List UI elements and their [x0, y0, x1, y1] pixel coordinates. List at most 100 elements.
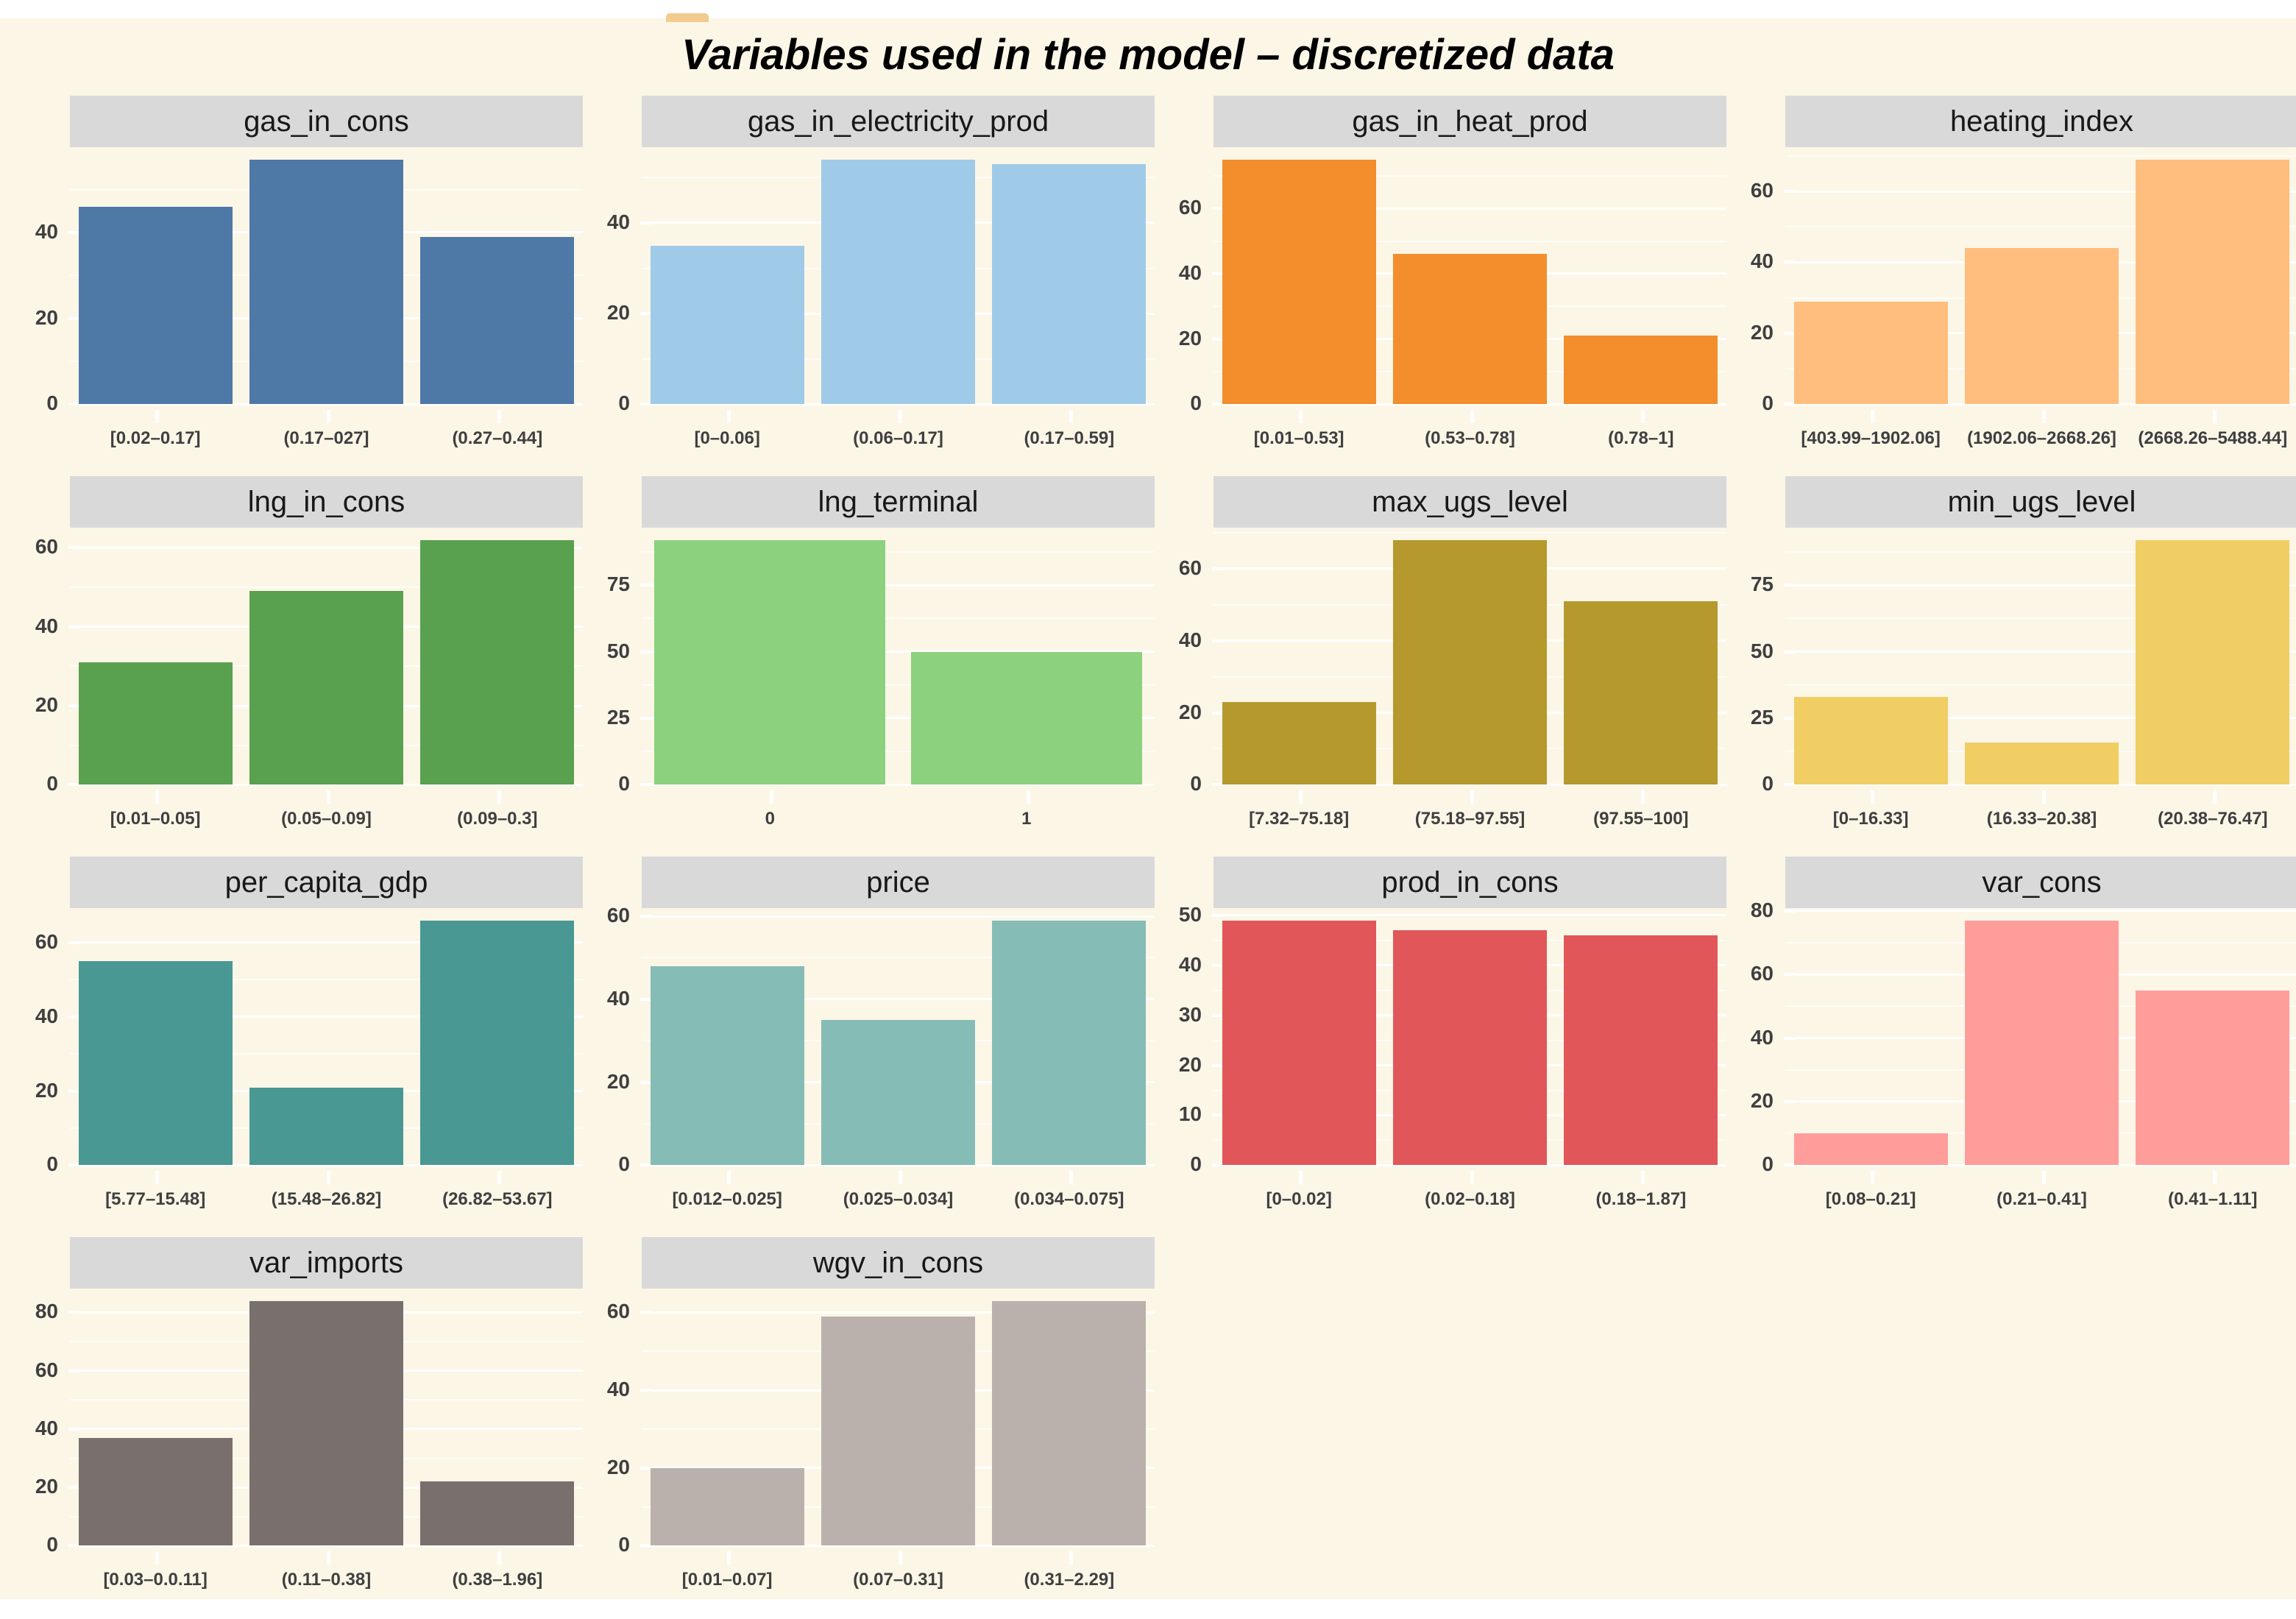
- y-tick-label: 40: [35, 219, 58, 243]
- y-tick-label: 40: [1178, 952, 1202, 976]
- y-tick-mark: [1784, 331, 1796, 335]
- bar-heating_index-2: [2136, 159, 2290, 405]
- y-tick-mark: [68, 1486, 80, 1489]
- minor-gridline: [1213, 531, 1726, 534]
- y-tick-label: 0: [618, 772, 630, 796]
- facet-panel-gas_in_cons: gas_in_cons 0 20 40 [0.02–0.17] (0.17–027] (0.…: [35, 96, 583, 448]
- plot-area: 0 20 40 60 80: [35, 1289, 583, 1565]
- y-tick-label: 40: [35, 1416, 58, 1439]
- y-tick-label: 40: [1178, 628, 1202, 651]
- y-tick-mark: [1212, 207, 1224, 210]
- x-category-label: (16.33–20.38]: [1986, 809, 2097, 829]
- y-tick-mark: [68, 1427, 80, 1431]
- y-tick-label: 40: [606, 986, 630, 1010]
- x-category-label: (0.02–0.18]: [1425, 1189, 1515, 1209]
- x-axis-labels: [0.01–0.07] (0.07–0.31] (0.31–2.29]: [642, 1570, 1155, 1590]
- y-tick-mark: [68, 316, 80, 320]
- y-tick-mark: [68, 230, 80, 234]
- plot-area: 0 20 40 60: [607, 905, 1155, 1184]
- y-tick-mark: [640, 997, 652, 1001]
- bar-price-0: [650, 966, 804, 1166]
- facet-panel-min_ugs_level: min_ugs_level 0 25 50 75 [0–16.33] (16.33–20.3…: [1751, 476, 2296, 829]
- plot-area: 0 20 40 60: [1179, 528, 1726, 804]
- y-tick-mark: [640, 1466, 652, 1470]
- y-tick-mark: [640, 650, 652, 653]
- y-tick-label: 75: [1750, 573, 1774, 596]
- x-tick-mark: [497, 1551, 501, 1565]
- bar-heating_index-1: [1964, 248, 2119, 405]
- y-tick-label: 0: [1762, 392, 1774, 415]
- y-tick-mark: [1784, 650, 1796, 653]
- bar-var_cons-1: [1964, 920, 2119, 1166]
- x-tick-mark: [1871, 790, 1875, 804]
- facet-strip-label: gas_in_heat_prod: [1213, 96, 1726, 147]
- y-tick-mark: [68, 704, 80, 708]
- y-tick-label: 40: [35, 1004, 58, 1027]
- plot-area: 0 20 40: [35, 147, 583, 423]
- y-tick-mark: [640, 915, 652, 918]
- x-tick-mark: [1640, 790, 1645, 804]
- x-category-label: [403.99–1902.06]: [1801, 428, 1941, 448]
- x-category-label: (20.38–76.47]: [2158, 809, 2268, 829]
- y-tick-mark: [1784, 403, 1796, 406]
- x-tick-mark: [2041, 1171, 2046, 1184]
- x-tick-mark: [1069, 410, 1073, 423]
- y-tick-label: 0: [618, 1533, 630, 1556]
- top-edge-fragment: [666, 13, 709, 22]
- x-axis-labels: [0.01–0.05] (0.05–0.09] (0.09–0.3]: [70, 809, 583, 829]
- y-tick-label: 0: [1190, 772, 1202, 796]
- x-category-label: (0.025–0.034]: [843, 1189, 954, 1209]
- x-tick-mark: [155, 410, 160, 423]
- facet-panel-price: price 0 20 40 60 [0.012–0.025] (0.025–0.034] (0…: [607, 857, 1155, 1209]
- facet-strip-label: heating_index: [1785, 96, 2296, 147]
- facet-strip-label: gas_in_cons: [70, 96, 583, 147]
- bar-gas_in_heat_prod-0: [1222, 159, 1376, 405]
- y-tick-label: 0: [46, 392, 58, 415]
- y-tick-mark: [68, 403, 80, 406]
- x-category-label: (75.18–97.55]: [1414, 809, 1526, 829]
- facet-strip-label: var_imports: [70, 1237, 583, 1289]
- y-tick-mark: [1784, 716, 1796, 720]
- x-tick-mark: [2212, 1171, 2217, 1184]
- y-tick-mark: [68, 546, 80, 550]
- x-tick-mark: [326, 1171, 330, 1184]
- x-tick-mark: [727, 1551, 731, 1565]
- bar-gas_in_electricity_prod-1: [821, 159, 976, 405]
- y-tick-mark: [1212, 1113, 1224, 1117]
- bar-max_ugs_level-1: [1392, 539, 1548, 785]
- bar-price-1: [821, 1020, 976, 1166]
- y-tick-mark: [1784, 261, 1796, 264]
- x-axis-labels: [0–0.02] (0.02–0.18] (0.18–1.87]: [1213, 1189, 1726, 1210]
- y-tick-label: 60: [35, 1358, 58, 1381]
- y-tick-label: 0: [1190, 1152, 1202, 1176]
- y-tick-label: 25: [606, 705, 630, 729]
- x-category-label: (97.55–100]: [1593, 809, 1689, 829]
- y-tick-mark: [1212, 337, 1224, 341]
- x-category-label: (0.31–2.29]: [1024, 1570, 1115, 1590]
- y-tick-label: 20: [606, 1455, 630, 1478]
- x-category-label: [0.01–0.07]: [681, 1570, 773, 1590]
- facet-strip-label: max_ugs_level: [1213, 476, 1726, 528]
- bar-per_capita_gdp-0: [78, 961, 233, 1166]
- plot-area: 0 10 20 30 40 50: [1179, 904, 1726, 1184]
- y-tick-mark: [1784, 1099, 1796, 1103]
- bar-gas_in_cons-0: [78, 206, 233, 405]
- y-tick-label: 20: [1178, 326, 1202, 350]
- x-tick-mark: [326, 790, 330, 804]
- y-tick-mark: [1784, 783, 1796, 787]
- y-tick-label: 50: [1750, 639, 1774, 662]
- bar-gas_in_heat_prod-2: [1564, 336, 1718, 405]
- bar-gas_in_electricity_prod-2: [992, 163, 1147, 405]
- x-category-label: [0–0.06]: [694, 428, 760, 448]
- bar-var_cons-2: [2136, 990, 2290, 1166]
- bar-prod_in_cons-2: [1564, 935, 1718, 1166]
- y-tick-mark: [640, 1080, 652, 1084]
- x-category-label: (0.05–0.09]: [281, 809, 372, 829]
- facet-panel-max_ugs_level: max_ugs_level 0 20 40 60 [7.32–75.18] (75.18–9…: [1179, 476, 1726, 829]
- x-tick-mark: [1640, 410, 1645, 423]
- bar-heating_index-0: [1793, 301, 1948, 405]
- x-tick-mark: [326, 410, 330, 423]
- plot-area: 0 20 40 60: [35, 528, 583, 804]
- x-tick-mark: [1299, 1171, 1303, 1184]
